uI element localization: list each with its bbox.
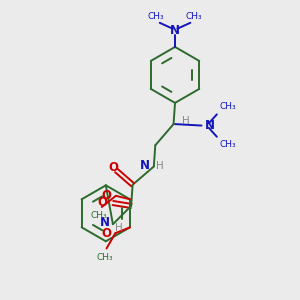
Text: CH₃: CH₃ [148,12,164,21]
Text: N: N [170,24,180,37]
Text: O: O [102,189,112,202]
Text: CH₃: CH₃ [97,253,113,262]
Text: CH₃: CH₃ [220,102,236,111]
Text: N: N [140,159,150,172]
Text: O: O [98,196,108,209]
Text: N: N [100,216,110,229]
Text: H: H [182,116,190,126]
Text: H: H [156,161,164,171]
Text: CH₃: CH₃ [220,140,236,149]
Text: CH₃: CH₃ [91,211,107,220]
Text: N: N [205,119,214,132]
Text: O: O [108,160,118,174]
Text: O: O [101,227,111,240]
Text: H: H [115,223,123,233]
Text: CH₃: CH₃ [186,12,202,21]
